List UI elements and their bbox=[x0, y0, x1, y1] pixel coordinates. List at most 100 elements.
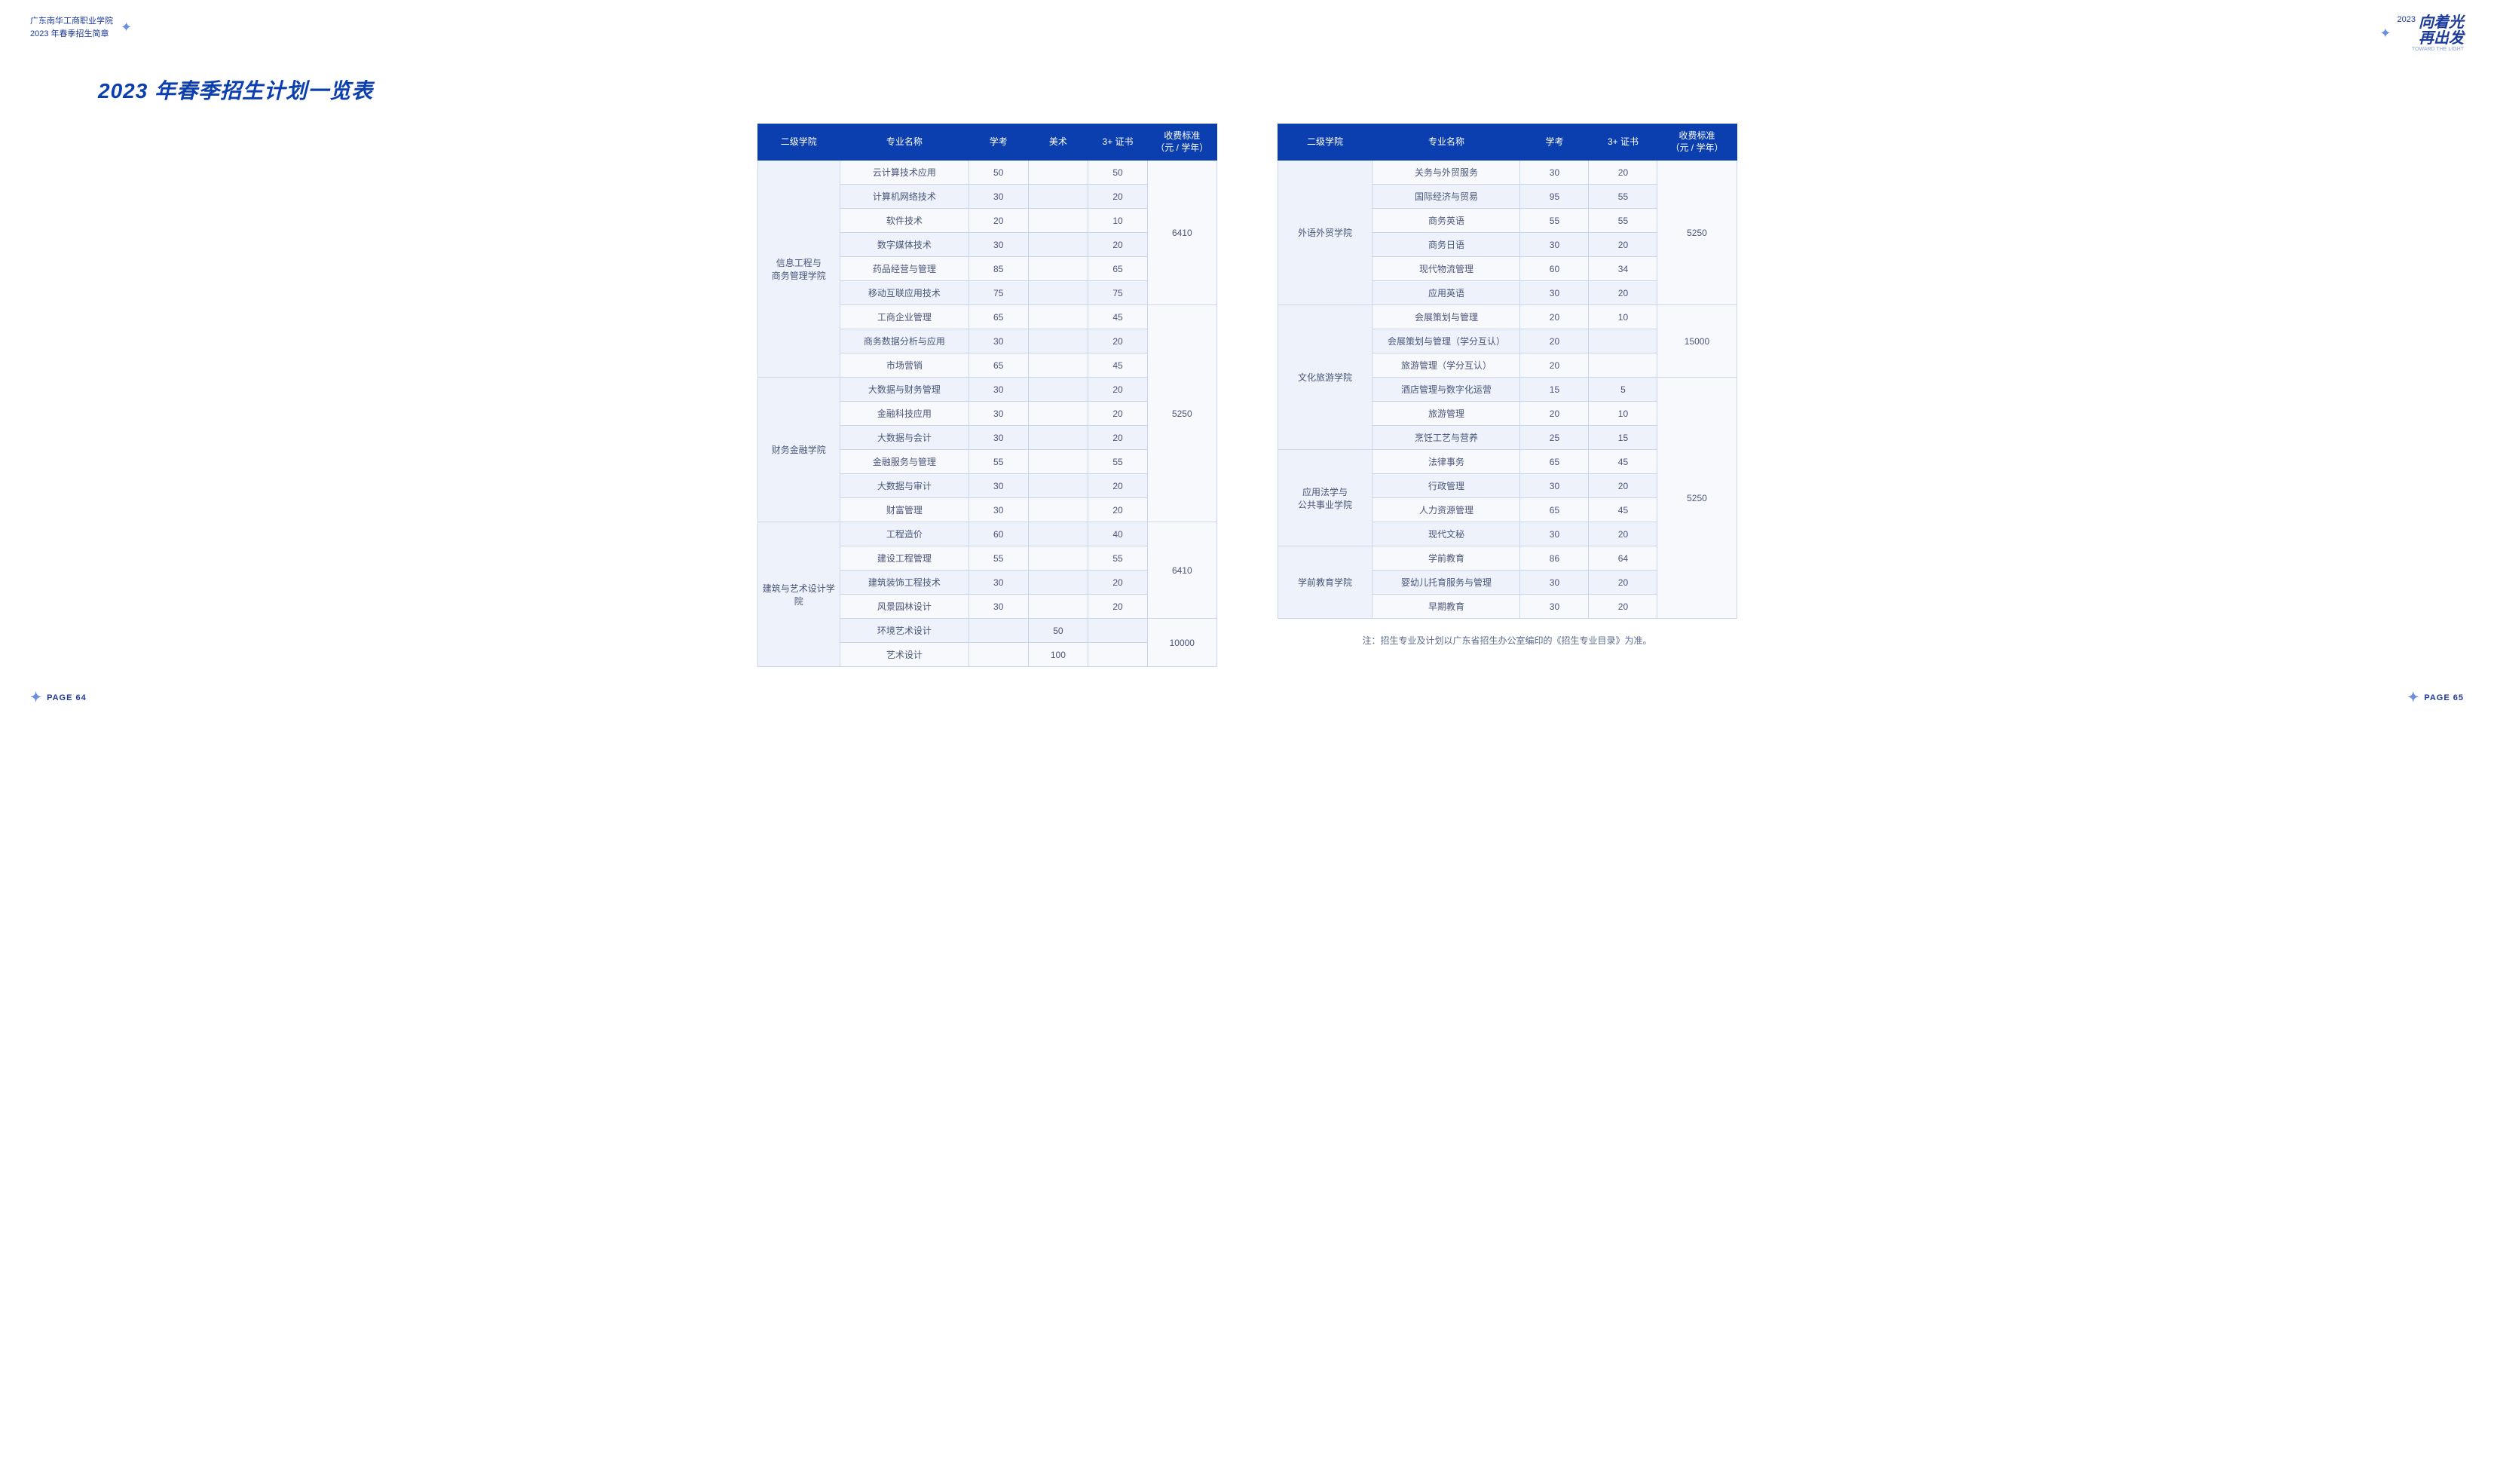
right-table-wrap: 二级学院专业名称学考3+ 证书收费标准（元 / 学年）外语外贸学院关务与外贸服务… bbox=[1278, 124, 1737, 667]
fee-cell: 6410 bbox=[1148, 522, 1216, 619]
xuekao-cell: 30 bbox=[1520, 595, 1589, 619]
major-cell: 移动互联应用技术 bbox=[840, 281, 969, 305]
cert-cell: 20 bbox=[1088, 595, 1147, 619]
xuekao-cell bbox=[969, 619, 1028, 643]
xuekao-cell: 86 bbox=[1520, 546, 1589, 571]
xuekao-cell: 20 bbox=[969, 209, 1028, 233]
xuekao-cell: 60 bbox=[969, 522, 1028, 546]
enrollment-table-left: 二级学院专业名称学考美术3+ 证书收费标准（元 / 学年）信息工程与商务管理学院… bbox=[757, 124, 1217, 667]
column-header: 收费标准（元 / 学年） bbox=[1657, 124, 1737, 161]
college-cell: 外语外贸学院 bbox=[1278, 161, 1372, 305]
xuekao-cell: 25 bbox=[1520, 426, 1589, 450]
cert-cell: 20 bbox=[1088, 402, 1147, 426]
cert-cell bbox=[1589, 329, 1657, 353]
xuekao-cell: 55 bbox=[969, 546, 1028, 571]
cert-cell: 45 bbox=[1589, 498, 1657, 522]
meishu-cell: 50 bbox=[1028, 619, 1088, 643]
column-header: 学考 bbox=[969, 124, 1028, 161]
meishu-cell bbox=[1028, 378, 1088, 402]
header-year: 2023 bbox=[2398, 15, 2416, 24]
college-cell: 应用法学与公共事业学院 bbox=[1278, 450, 1372, 546]
meishu-cell bbox=[1028, 257, 1088, 281]
meishu-cell bbox=[1028, 571, 1088, 595]
xuekao-cell: 30 bbox=[969, 185, 1028, 209]
slogan-line2: 再出发 bbox=[2419, 31, 2464, 47]
major-cell: 药品经营与管理 bbox=[840, 257, 969, 281]
cert-cell: 20 bbox=[1589, 233, 1657, 257]
meishu-cell bbox=[1028, 522, 1088, 546]
cert-cell: 10 bbox=[1589, 402, 1657, 426]
cert-cell: 40 bbox=[1088, 522, 1147, 546]
xuekao-cell: 30 bbox=[969, 498, 1028, 522]
fee-cell: 6410 bbox=[1148, 161, 1216, 305]
cert-cell: 20 bbox=[1589, 595, 1657, 619]
xuekao-cell: 65 bbox=[1520, 450, 1589, 474]
cert-cell bbox=[1589, 353, 1657, 378]
xuekao-cell: 30 bbox=[969, 329, 1028, 353]
cert-cell: 10 bbox=[1088, 209, 1147, 233]
meishu-cell bbox=[1028, 546, 1088, 571]
cert-cell: 20 bbox=[1088, 378, 1147, 402]
xuekao-cell: 30 bbox=[1520, 522, 1589, 546]
xuekao-cell: 30 bbox=[1520, 161, 1589, 185]
major-cell: 财富管理 bbox=[840, 498, 969, 522]
xuekao-cell: 30 bbox=[969, 571, 1028, 595]
xuekao-cell: 15 bbox=[1520, 378, 1589, 402]
cert-cell: 50 bbox=[1088, 161, 1147, 185]
enrollment-table-right: 二级学院专业名称学考3+ 证书收费标准（元 / 学年）外语外贸学院关务与外贸服务… bbox=[1278, 124, 1737, 619]
xuekao-cell: 75 bbox=[969, 281, 1028, 305]
major-cell: 旅游管理（学分互认） bbox=[1372, 353, 1520, 378]
major-cell: 工商企业管理 bbox=[840, 305, 969, 329]
major-cell: 市场营销 bbox=[840, 353, 969, 378]
xuekao-cell: 60 bbox=[1520, 257, 1589, 281]
sparkle-icon: ✦ bbox=[121, 17, 132, 38]
xuekao-cell: 30 bbox=[1520, 233, 1589, 257]
major-cell: 应用英语 bbox=[1372, 281, 1520, 305]
cert-cell: 64 bbox=[1589, 546, 1657, 571]
major-cell: 烹饪工艺与营养 bbox=[1372, 426, 1520, 450]
major-cell: 大数据与会计 bbox=[840, 426, 969, 450]
major-cell: 早期教育 bbox=[1372, 595, 1520, 619]
column-header: 3+ 证书 bbox=[1088, 124, 1147, 161]
xuekao-cell: 30 bbox=[969, 402, 1028, 426]
xuekao-cell: 55 bbox=[969, 450, 1028, 474]
header-left: 广东南华工商职业学院 2023 年春季招生简章 ✦ bbox=[30, 15, 132, 40]
cert-cell: 20 bbox=[1589, 522, 1657, 546]
sparkle-icon: ✦ bbox=[2407, 690, 2419, 705]
college-cell: 文化旅游学院 bbox=[1278, 305, 1372, 450]
cert-cell: 20 bbox=[1589, 161, 1657, 185]
college-cell: 财务金融学院 bbox=[757, 378, 840, 522]
college-cell: 建筑与艺术设计学院 bbox=[757, 522, 840, 667]
meishu-cell bbox=[1028, 329, 1088, 353]
slogan-sub: TOWARD THE LIGHT bbox=[2398, 47, 2464, 52]
major-cell: 软件技术 bbox=[840, 209, 969, 233]
footer-left: ✦ PAGE 64 bbox=[30, 690, 87, 705]
major-cell: 关务与外贸服务 bbox=[1372, 161, 1520, 185]
cert-cell bbox=[1088, 643, 1147, 667]
meishu-cell bbox=[1028, 353, 1088, 378]
major-cell: 建筑装饰工程技术 bbox=[840, 571, 969, 595]
major-cell: 婴幼儿托育服务与管理 bbox=[1372, 571, 1520, 595]
major-cell: 会展策划与管理（学分互认） bbox=[1372, 329, 1520, 353]
fee-cell: 10000 bbox=[1148, 619, 1216, 667]
major-cell: 建设工程管理 bbox=[840, 546, 969, 571]
college-cell: 信息工程与商务管理学院 bbox=[757, 161, 840, 378]
xuekao-cell: 65 bbox=[969, 305, 1028, 329]
major-cell: 酒店管理与数字化运营 bbox=[1372, 378, 1520, 402]
major-cell: 金融服务与管理 bbox=[840, 450, 969, 474]
brochure-label: 2023 年春季招生简章 bbox=[30, 28, 113, 41]
column-header: 二级学院 bbox=[757, 124, 840, 161]
left-table-wrap: 二级学院专业名称学考美术3+ 证书收费标准（元 / 学年）信息工程与商务管理学院… bbox=[757, 124, 1217, 667]
cert-cell: 55 bbox=[1589, 209, 1657, 233]
cert-cell: 34 bbox=[1589, 257, 1657, 281]
cert-cell: 20 bbox=[1589, 571, 1657, 595]
major-cell: 工程造价 bbox=[840, 522, 969, 546]
page-title: 2023 年春季招生计划一览表 bbox=[98, 75, 2464, 105]
tables-container: 二级学院专业名称学考美术3+ 证书收费标准（元 / 学年）信息工程与商务管理学院… bbox=[30, 124, 2464, 667]
column-header: 专业名称 bbox=[1372, 124, 1520, 161]
footer-right: ✦ PAGE 65 bbox=[2407, 690, 2464, 705]
meishu-cell bbox=[1028, 498, 1088, 522]
cert-cell: 5 bbox=[1589, 378, 1657, 402]
xuekao-cell: 95 bbox=[1520, 185, 1589, 209]
meishu-cell bbox=[1028, 402, 1088, 426]
